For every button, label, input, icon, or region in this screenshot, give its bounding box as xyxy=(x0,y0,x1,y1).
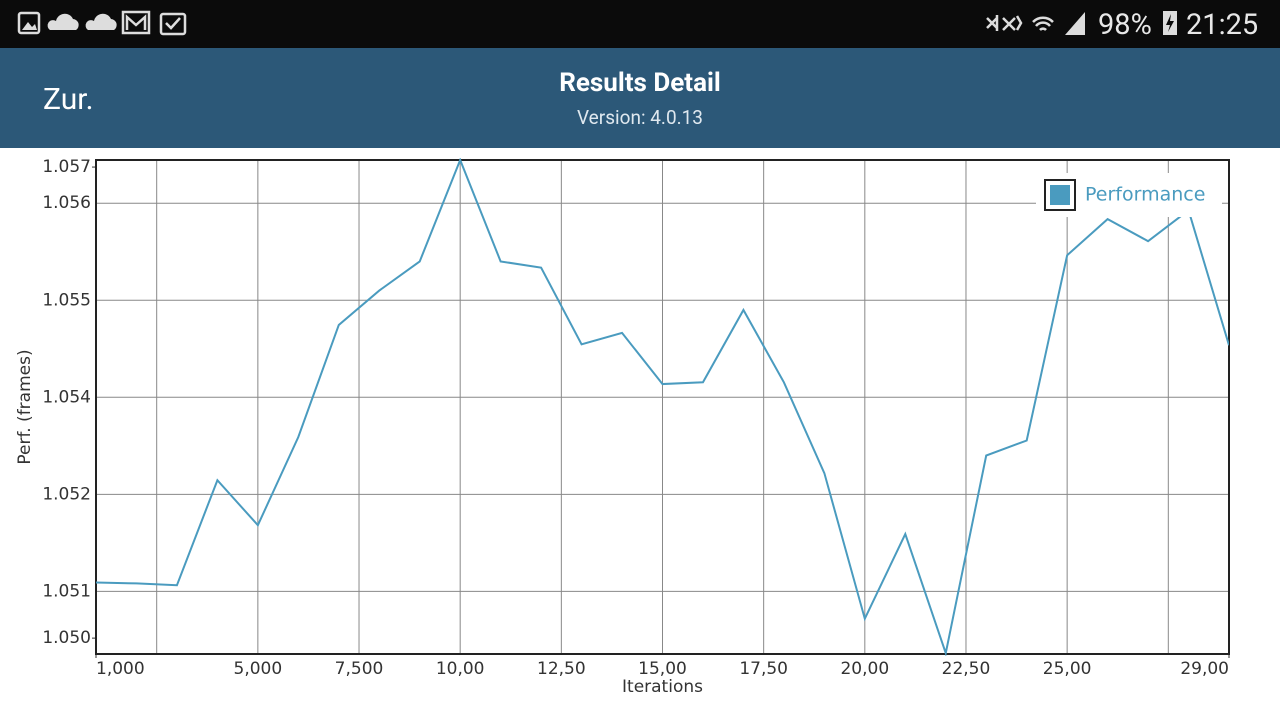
screen-title: Results Detail xyxy=(559,68,721,98)
x-tick-label: 20,00 xyxy=(840,659,889,679)
y-tick-label: 1.056 xyxy=(42,193,91,213)
y-tick-label: 1.057 xyxy=(42,157,91,177)
system-icons xyxy=(986,12,1085,35)
x-tick-label: 15,00 xyxy=(638,659,687,679)
x-tick-label: 29,00 xyxy=(1180,659,1229,679)
y-tick-label: 1.051 xyxy=(42,581,91,601)
x-tick-label: 12,50 xyxy=(537,659,586,679)
clock: 21:25 xyxy=(1186,8,1259,42)
x-tick-label: 10,00 xyxy=(436,659,485,679)
y-tick-label: 1.055 xyxy=(42,290,91,310)
chart: 1,000 5,000 7,500 10,00 12,50 15,00 17,50 20,00… xyxy=(15,157,1230,697)
version: Version: 4.0.13 xyxy=(576,106,703,129)
back-button[interactable]: Zur. xyxy=(43,82,94,117)
x-axis-title: Iterations xyxy=(622,677,703,697)
legend-label: Performance xyxy=(1085,184,1205,206)
y-tick-label: 1.050 xyxy=(42,628,91,648)
x-tick-label: 17,50 xyxy=(739,659,788,679)
legend-swatch xyxy=(1050,185,1070,205)
x-tick-label: 5,000 xyxy=(234,659,283,679)
app-header: Zur. Results Detail Version: 4.0.13 xyxy=(0,48,1280,148)
x-tick-label: 22,50 xyxy=(942,659,991,679)
y-axis-title: Perf. (frames) xyxy=(15,349,35,464)
battery-icon xyxy=(1163,11,1177,35)
battery-level: 98% xyxy=(1098,8,1152,42)
data-line xyxy=(96,158,1229,656)
plot-frame xyxy=(95,159,1230,655)
status-bar: 98% 21:25 xyxy=(0,0,1280,48)
x-tick-label: 25,00 xyxy=(1043,659,1092,679)
y-tick-label: 1.054 xyxy=(42,387,91,407)
x-tick-label: 1,000 xyxy=(96,659,145,679)
y-tick-label: 1.052 xyxy=(42,484,91,504)
x-tick-label: 7,500 xyxy=(335,659,384,679)
notification-icons xyxy=(17,10,187,36)
